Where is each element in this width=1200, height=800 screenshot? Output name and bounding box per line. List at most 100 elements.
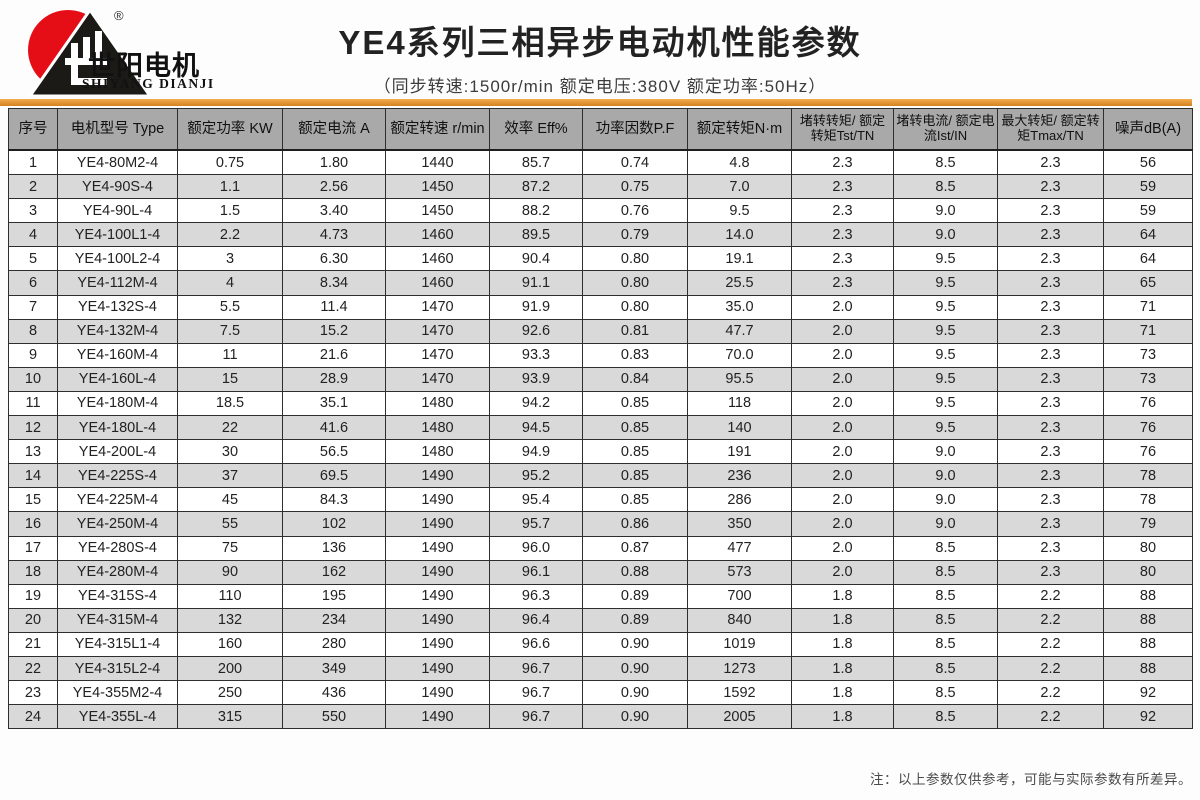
table-cell: 9.5 bbox=[893, 318, 998, 344]
table-row: 3 YE4-90L-4 1.5 3.40 1450 88.2 0.76 9.5 2.3 9.0 2.… bbox=[8, 198, 1193, 224]
table-cell: 1019 bbox=[687, 631, 792, 657]
table-cell: 9.0 bbox=[893, 511, 998, 537]
table-cell: 73 bbox=[1103, 342, 1193, 368]
col-header-locked-torque-ratio: 堵转转矩/ 额定转矩Tst/TN bbox=[791, 108, 894, 151]
table-cell: 85.7 bbox=[489, 149, 583, 176]
table-cell: 2.0 bbox=[791, 487, 894, 513]
table-row: 14 YE4-225S-4 37 69.5 1490 95.2 0.85 236 2.0 9.0 2… bbox=[8, 463, 1193, 489]
page-subtitle: （同步转速:1500r/min 额定电压:380V 额定功率:50Hz） bbox=[373, 77, 827, 96]
table-cell: 95.4 bbox=[489, 487, 583, 513]
table-cell: 88 bbox=[1103, 631, 1193, 657]
table-cell: 4 bbox=[8, 222, 58, 248]
table-cell: 477 bbox=[687, 535, 792, 561]
table-cell: 3 bbox=[177, 246, 283, 272]
table-cell: 2.3 bbox=[997, 270, 1104, 296]
table-cell: 19 bbox=[8, 583, 58, 609]
table-cell: 76 bbox=[1103, 415, 1193, 441]
table-cell: 0.80 bbox=[582, 270, 688, 296]
col-header-locked-current-ratio: 堵转电流/ 额定电流Ist/IN bbox=[893, 108, 998, 151]
table-cell: 9.5 bbox=[893, 270, 998, 296]
table-cell: 2.3 bbox=[791, 222, 894, 248]
table-cell: 8.5 bbox=[893, 607, 998, 633]
table-row: 16 YE4-250M-4 55 102 1490 95.7 0.86 350 2.0 9.0 2.… bbox=[8, 511, 1193, 537]
col-header-rated-current: 额定电流 A bbox=[282, 108, 386, 151]
table-cell: 59 bbox=[1103, 174, 1193, 200]
table-cell: 840 bbox=[687, 607, 792, 633]
table-cell: 234 bbox=[282, 607, 386, 633]
table-row: 17 YE4-280S-4 75 136 1490 96.0 0.87 477 2.0 8.5 2.… bbox=[8, 535, 1193, 561]
col-header-rated-power: 额定功率 KW bbox=[177, 108, 283, 151]
table-cell: 10 bbox=[8, 366, 58, 392]
table-cell: 2 bbox=[8, 174, 58, 200]
table-cell: 9 bbox=[8, 342, 58, 368]
table-cell: 64 bbox=[1103, 222, 1193, 248]
motor-parameters-table-wrap: 序号 电机型号 Type 额定功率 KW 额定电流 A 额定转速 r/min 效… bbox=[8, 108, 1193, 730]
table-cell: 0.76 bbox=[582, 198, 688, 224]
table-cell: 2005 bbox=[687, 704, 792, 730]
table-body: 1 YE4-80M2-4 0.75 1.80 1440 85.7 0.74 4.8 2.3 8.5… bbox=[8, 149, 1193, 730]
table-cell: 4.73 bbox=[282, 222, 386, 248]
table-cell: 88 bbox=[1103, 607, 1193, 633]
table-row: 5 YE4-100L2-4 3 6.30 1460 90.4 0.80 19.1 2.3 9.5 2… bbox=[8, 246, 1193, 272]
table-cell: 2.2 bbox=[177, 222, 283, 248]
company-logo: ® 世阳电机 SHIYANG DIANJI bbox=[18, 6, 278, 98]
table-cell: 76 bbox=[1103, 439, 1193, 465]
table-cell: 160 bbox=[177, 631, 283, 657]
table-cell: 1460 bbox=[385, 270, 490, 296]
table-cell: YE4-225S-4 bbox=[57, 463, 178, 489]
table-cell: 1480 bbox=[385, 439, 490, 465]
table-cell: 118 bbox=[687, 390, 792, 417]
table-row: 9 YE4-160M-4 11 21.6 1470 93.3 0.83 70.0 2.0 9.5 2… bbox=[8, 342, 1193, 368]
table-cell: 9.5 bbox=[893, 294, 998, 320]
table-cell: 78 bbox=[1103, 487, 1193, 513]
table-cell: 102 bbox=[282, 511, 386, 537]
table-cell: 1480 bbox=[385, 390, 490, 417]
table-cell: 1470 bbox=[385, 342, 490, 368]
table-cell: 200 bbox=[177, 655, 283, 682]
table-cell: 11 bbox=[177, 342, 283, 368]
table-cell: 30 bbox=[177, 439, 283, 465]
table-cell: 2.0 bbox=[791, 294, 894, 320]
table-cell: YE4-355M2-4 bbox=[57, 680, 178, 706]
table-cell: 110 bbox=[177, 583, 283, 609]
col-header-noise: 噪声dB(A) bbox=[1103, 108, 1193, 151]
table-cell: 18.5 bbox=[177, 390, 283, 417]
table-cell: 8.5 bbox=[893, 655, 998, 682]
table-cell: 2.0 bbox=[791, 463, 894, 489]
table-cell: 92.6 bbox=[489, 318, 583, 344]
table-cell: YE4-280S-4 bbox=[57, 535, 178, 561]
table-cell: 573 bbox=[687, 559, 792, 585]
table-cell: 95.2 bbox=[489, 463, 583, 489]
table-cell: 76 bbox=[1103, 390, 1193, 417]
table-cell: 1440 bbox=[385, 149, 490, 176]
table-cell: 1.8 bbox=[791, 680, 894, 706]
title-block: YE4系列三相异步电动机性能参数 （同步转速:1500r/min 额定电压:38… bbox=[0, 16, 1200, 97]
table-cell: 88 bbox=[1103, 583, 1193, 609]
table-cell: 56 bbox=[1103, 149, 1193, 176]
table-cell: 7 bbox=[8, 294, 58, 320]
table-cell: 5 bbox=[8, 246, 58, 272]
table-cell: 8.5 bbox=[893, 680, 998, 706]
table-cell: 88 bbox=[1103, 655, 1193, 682]
table-cell: 1450 bbox=[385, 198, 490, 224]
table-cell: 436 bbox=[282, 680, 386, 706]
table-cell: YE4-100L1-4 bbox=[57, 222, 178, 248]
table-cell: 1592 bbox=[687, 680, 792, 706]
table-cell: 2.2 bbox=[997, 704, 1104, 730]
table-cell: 2.3 bbox=[997, 535, 1104, 561]
table-cell: YE4-90S-4 bbox=[57, 174, 178, 200]
col-header-max-torque-ratio: 最大转矩/ 额定转矩Tmax/TN bbox=[997, 108, 1104, 151]
table-cell: 24 bbox=[8, 704, 58, 730]
table-cell: 9.0 bbox=[893, 198, 998, 224]
table-cell: 1490 bbox=[385, 680, 490, 706]
table-row: 2 YE4-90S-4 1.1 2.56 1450 87.2 0.75 7.0 2.3 8.5 2.… bbox=[8, 174, 1193, 200]
table-cell: YE4-355L-4 bbox=[57, 704, 178, 730]
table-cell: 1.8 bbox=[791, 655, 894, 682]
table-cell: 7.5 bbox=[177, 318, 283, 344]
table-cell: 8.5 bbox=[893, 559, 998, 585]
table-cell: YE4-160M-4 bbox=[57, 342, 178, 368]
table-cell: 0.83 bbox=[582, 342, 688, 368]
table-cell: 0.80 bbox=[582, 294, 688, 320]
col-header-efficiency: 效率 Eff% bbox=[489, 108, 583, 151]
